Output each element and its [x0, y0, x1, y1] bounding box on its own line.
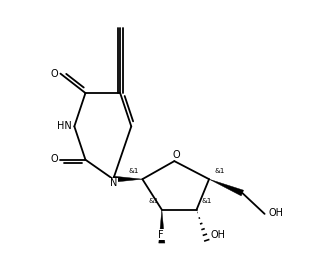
Text: O: O: [173, 150, 180, 160]
Polygon shape: [209, 179, 244, 196]
Polygon shape: [159, 210, 165, 243]
Text: OH: OH: [269, 208, 284, 218]
Text: &1: &1: [148, 198, 159, 204]
Text: HN: HN: [57, 121, 72, 131]
Text: F: F: [158, 230, 164, 240]
Polygon shape: [113, 176, 142, 182]
Text: &1: &1: [202, 198, 212, 204]
Text: O: O: [50, 154, 58, 164]
Text: &1: &1: [129, 168, 139, 174]
Text: N: N: [110, 178, 118, 188]
Text: O: O: [50, 69, 58, 79]
Text: OH: OH: [211, 230, 226, 240]
Text: &1: &1: [214, 168, 225, 174]
